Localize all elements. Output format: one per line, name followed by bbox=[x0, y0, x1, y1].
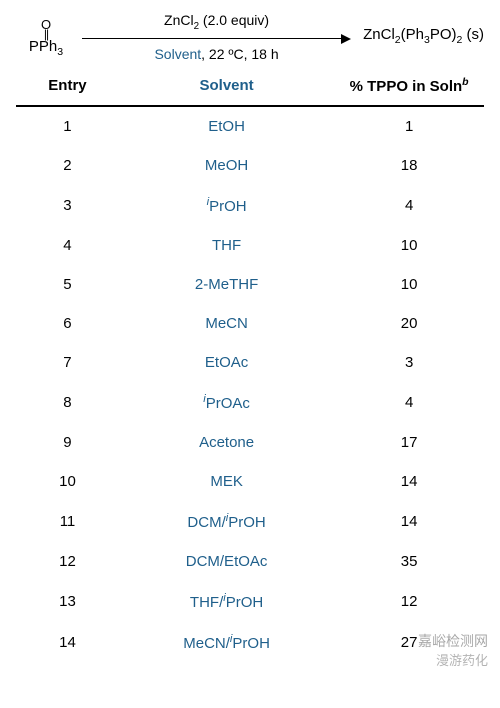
table-row: 2MeOH18 bbox=[16, 146, 484, 185]
table-header-row: Entry Solvent % TPPO in Solnb bbox=[16, 70, 484, 106]
table-row: 12DCM/EtOAc35 bbox=[16, 542, 484, 581]
cell-solvent: MeCN/iPrOH bbox=[119, 622, 334, 663]
cell-entry: 6 bbox=[16, 304, 119, 343]
cell-entry: 2 bbox=[16, 146, 119, 185]
cell-solvent: THF/iPrOH bbox=[119, 581, 334, 622]
cell-pct-tppo: 12 bbox=[334, 581, 484, 622]
solvent-screening-table: Entry Solvent % TPPO in Solnb 1EtOH12MeO… bbox=[16, 70, 484, 663]
cell-solvent: 2-MeTHF bbox=[119, 265, 334, 304]
cell-pct-tppo: 4 bbox=[334, 185, 484, 226]
cell-entry: 11 bbox=[16, 501, 119, 542]
cell-entry: 7 bbox=[16, 343, 119, 382]
cell-pct-tppo: 17 bbox=[334, 423, 484, 462]
table-row: 7EtOAc3 bbox=[16, 343, 484, 382]
reaction-arrow bbox=[82, 34, 351, 44]
header-solvent: Solvent bbox=[119, 70, 334, 106]
cell-solvent: MeCN bbox=[119, 304, 334, 343]
cell-solvent: MeOH bbox=[119, 146, 334, 185]
reaction-scheme: O || PPh3 ZnCl2 (2.0 equiv) Solvent, 22 … bbox=[16, 12, 484, 62]
cell-entry: 4 bbox=[16, 226, 119, 265]
cell-entry: 5 bbox=[16, 265, 119, 304]
table-row: 3iPrOH4 bbox=[16, 185, 484, 226]
cell-solvent: iPrOAc bbox=[119, 382, 334, 423]
reaction-arrow-block: ZnCl2 (2.0 equiv) Solvent, 22 ºC, 18 h bbox=[76, 12, 357, 62]
conditions-label: Solvent, 22 ºC, 18 h bbox=[82, 44, 351, 62]
cell-pct-tppo: 20 bbox=[334, 304, 484, 343]
table-row: 52-MeTHF10 bbox=[16, 265, 484, 304]
cell-pct-tppo: 35 bbox=[334, 542, 484, 581]
cell-entry: 13 bbox=[16, 581, 119, 622]
reactant-phosphine: PPh3 bbox=[16, 38, 76, 58]
cell-solvent: DCM/iPrOH bbox=[119, 501, 334, 542]
cell-pct-tppo: 14 bbox=[334, 462, 484, 501]
cell-pct-tppo: 18 bbox=[334, 146, 484, 185]
header-pct-tppo: % TPPO in Solnb bbox=[334, 70, 484, 106]
cell-pct-tppo: 27 bbox=[334, 622, 484, 663]
cell-solvent: DCM/EtOAc bbox=[119, 542, 334, 581]
table-row: 8iPrOAc4 bbox=[16, 382, 484, 423]
cell-solvent: iPrOH bbox=[119, 185, 334, 226]
product-label: ZnCl2(Ph3PO)2 (s) bbox=[357, 12, 484, 46]
table-row: 13THF/iPrOH12 bbox=[16, 581, 484, 622]
reagent-label: ZnCl2 (2.0 equiv) bbox=[82, 12, 351, 34]
table-row: 10MEK14 bbox=[16, 462, 484, 501]
cell-solvent: EtOH bbox=[119, 106, 334, 146]
table-row: 14MeCN/iPrOH27 bbox=[16, 622, 484, 663]
cell-pct-tppo: 3 bbox=[334, 343, 484, 382]
reactant: O || PPh3 bbox=[16, 12, 76, 58]
cell-entry: 8 bbox=[16, 382, 119, 423]
cell-pct-tppo: 14 bbox=[334, 501, 484, 542]
cell-pct-tppo: 10 bbox=[334, 265, 484, 304]
header-entry: Entry bbox=[16, 70, 119, 106]
cell-solvent: EtOAc bbox=[119, 343, 334, 382]
cell-solvent: Acetone bbox=[119, 423, 334, 462]
cell-pct-tppo: 4 bbox=[334, 382, 484, 423]
cell-solvent: THF bbox=[119, 226, 334, 265]
cell-entry: 12 bbox=[16, 542, 119, 581]
table-row: 9Acetone17 bbox=[16, 423, 484, 462]
cell-solvent: MEK bbox=[119, 462, 334, 501]
cell-entry: 3 bbox=[16, 185, 119, 226]
cell-entry: 9 bbox=[16, 423, 119, 462]
cell-entry: 10 bbox=[16, 462, 119, 501]
cell-entry: 14 bbox=[16, 622, 119, 663]
cell-pct-tppo: 1 bbox=[334, 106, 484, 146]
table-row: 6MeCN20 bbox=[16, 304, 484, 343]
table-row: 1EtOH1 bbox=[16, 106, 484, 146]
table-row: 4THF10 bbox=[16, 226, 484, 265]
cell-entry: 1 bbox=[16, 106, 119, 146]
table-row: 11DCM/iPrOH14 bbox=[16, 501, 484, 542]
cell-pct-tppo: 10 bbox=[334, 226, 484, 265]
reactant-double-bond: || bbox=[16, 31, 76, 38]
